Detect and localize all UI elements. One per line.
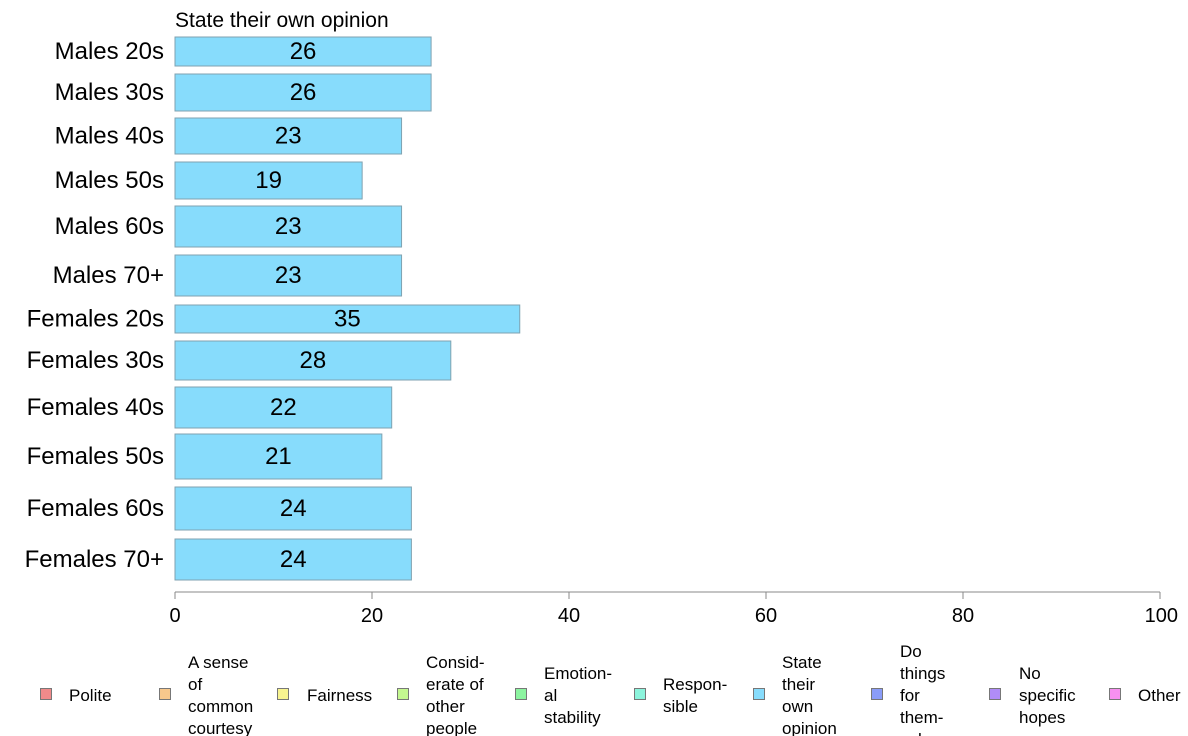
data-label: 35 [334,306,361,333]
data-label: 23 [275,262,302,289]
category-label: Males 50s [55,167,164,194]
category-label: Females 50s [27,443,164,470]
x-axis: 0 20 40 60 80 100 [169,591,1178,627]
data-label: 19 [255,167,282,194]
legend-label: State their own opinion [782,653,837,736]
data-label: 24 [280,546,307,573]
data-label: 23 [275,123,302,150]
category-label: Males 70+ [53,262,164,289]
bar [174,161,363,200]
legend-swatch [634,688,646,700]
data-label: 26 [290,38,317,65]
legend-label: Respon- sible [663,675,728,716]
x-tick-label: 100 [1145,605,1178,627]
x-tick-label: 20 [361,605,383,627]
legend-label: Polite [69,686,112,705]
x-tick-label: 60 [755,605,777,627]
legend-swatch [277,688,289,700]
category-label: Males 30s [55,79,164,106]
x-tick-label: 40 [558,605,580,627]
bar-chart: State their own opinion Males 20s 26Males… [25,9,1178,627]
legend-label: Other [1138,686,1181,705]
bar [174,386,393,429]
legend-swatch [871,688,883,700]
data-label: 26 [290,79,317,106]
legend-label: No specific hopes [1019,664,1076,727]
legend-label: Consid- erate of other people [426,653,485,736]
bar [174,538,412,581]
category-label: Males 20s [55,38,164,65]
category-label: Males 40s [55,123,164,150]
legend-swatch [1109,688,1121,700]
x-tick-label: 0 [169,605,180,627]
legend-label: Do things for them- selves [900,642,948,736]
bar [174,486,412,531]
bar [174,205,403,248]
data-label: 21 [265,443,292,470]
data-label: 22 [270,394,297,421]
bars-group: Males 20s 26 Males 30s 26 Males 40s 23 Males 5… [25,36,521,581]
data-label: 23 [275,213,302,240]
category-label: Females 30s [27,347,164,374]
legend-swatch [989,688,1001,700]
legend-label: A sense of common courtesy [188,653,254,736]
data-label: 28 [300,347,327,374]
legend-swatch [159,688,171,700]
category-label: Females 20s [27,306,164,333]
data-label: 24 [280,495,307,522]
series-title: State their own opinion [175,9,389,32]
bar [174,254,403,297]
legend-swatch [515,688,527,700]
legend-swatch [753,688,765,700]
legend-label: Fairness [307,686,373,705]
bar [174,36,432,67]
bar [174,433,383,480]
bar [174,117,403,155]
bar [174,304,521,334]
legend-swatch [40,688,52,700]
x-tick-label: 80 [952,605,974,627]
category-label: Females 70+ [25,546,164,573]
legend-label: Emotion- al stability [544,664,613,727]
legend: Polite A sense of common courtesy Fairness… [0,640,1188,736]
legend-swatch [397,688,409,700]
bar [174,73,432,112]
category-label: Males 60s [55,213,164,240]
bar [174,340,452,381]
category-label: Females 40s [27,394,164,421]
category-label: Females 60s [27,495,164,522]
